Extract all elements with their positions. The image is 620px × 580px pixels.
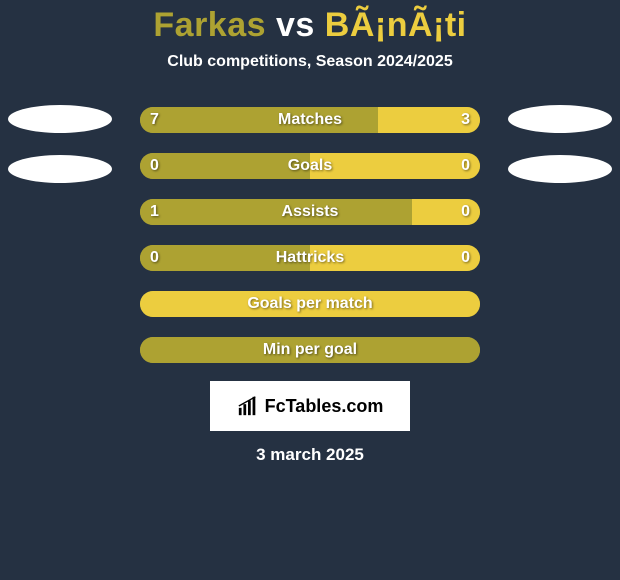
player2-name: BÃ¡nÃ¡ti: [325, 6, 467, 44]
stat-bar: Goals0 0: [140, 153, 480, 179]
stat-bar: Matches7 3: [140, 107, 480, 133]
comparison-chart: Matches73Goals00Assists10Hattricks00Goal…: [0, 97, 620, 373]
player2-badge: [508, 155, 612, 183]
player1-badge: [8, 155, 112, 183]
stat-label: Matches: [140, 107, 480, 133]
stat-value-left: 7: [150, 107, 159, 133]
logo-box: FcTables.com: [210, 381, 410, 431]
player1-name: Farkas: [153, 6, 266, 44]
stat-bar: Assists1 0: [140, 199, 480, 225]
stat-row: Min per goal: [0, 327, 620, 373]
stat-bar: Hattricks0 0: [140, 245, 480, 271]
comparison-title: Farkas vs BÃ¡nÃ¡ti: [0, 0, 620, 45]
stat-row: Goals0 0: [0, 143, 620, 189]
stat-row: Assists1 0: [0, 189, 620, 235]
fctables-icon: [237, 395, 259, 417]
stat-label: Min per goal: [140, 337, 480, 363]
stat-value-left: 0: [150, 245, 159, 271]
stat-bar: Goals per match: [140, 291, 480, 317]
stat-label: Hattricks: [140, 245, 480, 271]
stat-label: Goals per match: [140, 291, 480, 317]
subtitle: Club competitions, Season 2024/2025: [0, 53, 620, 71]
stat-label: Goals: [140, 153, 480, 179]
stat-row: Goals per match: [0, 281, 620, 327]
stat-value-left: 0: [150, 153, 159, 179]
player1-badge: [8, 105, 112, 133]
date-text: 3 march 2025: [0, 445, 620, 465]
stat-row: Matches7 3: [0, 97, 620, 143]
stat-value-right: 0: [461, 245, 470, 271]
logo-text: FcTables.com: [265, 396, 384, 417]
stat-value-right: 3: [461, 107, 470, 133]
player2-badge: [508, 105, 612, 133]
stat-value-left: 1: [150, 199, 159, 225]
stat-label: Assists: [140, 199, 480, 225]
vs-text: vs: [276, 6, 315, 44]
stat-value-right: 0: [461, 153, 470, 179]
stat-row: Hattricks0 0: [0, 235, 620, 281]
stat-bar: Min per goal: [140, 337, 480, 363]
stat-value-right: 0: [461, 199, 470, 225]
